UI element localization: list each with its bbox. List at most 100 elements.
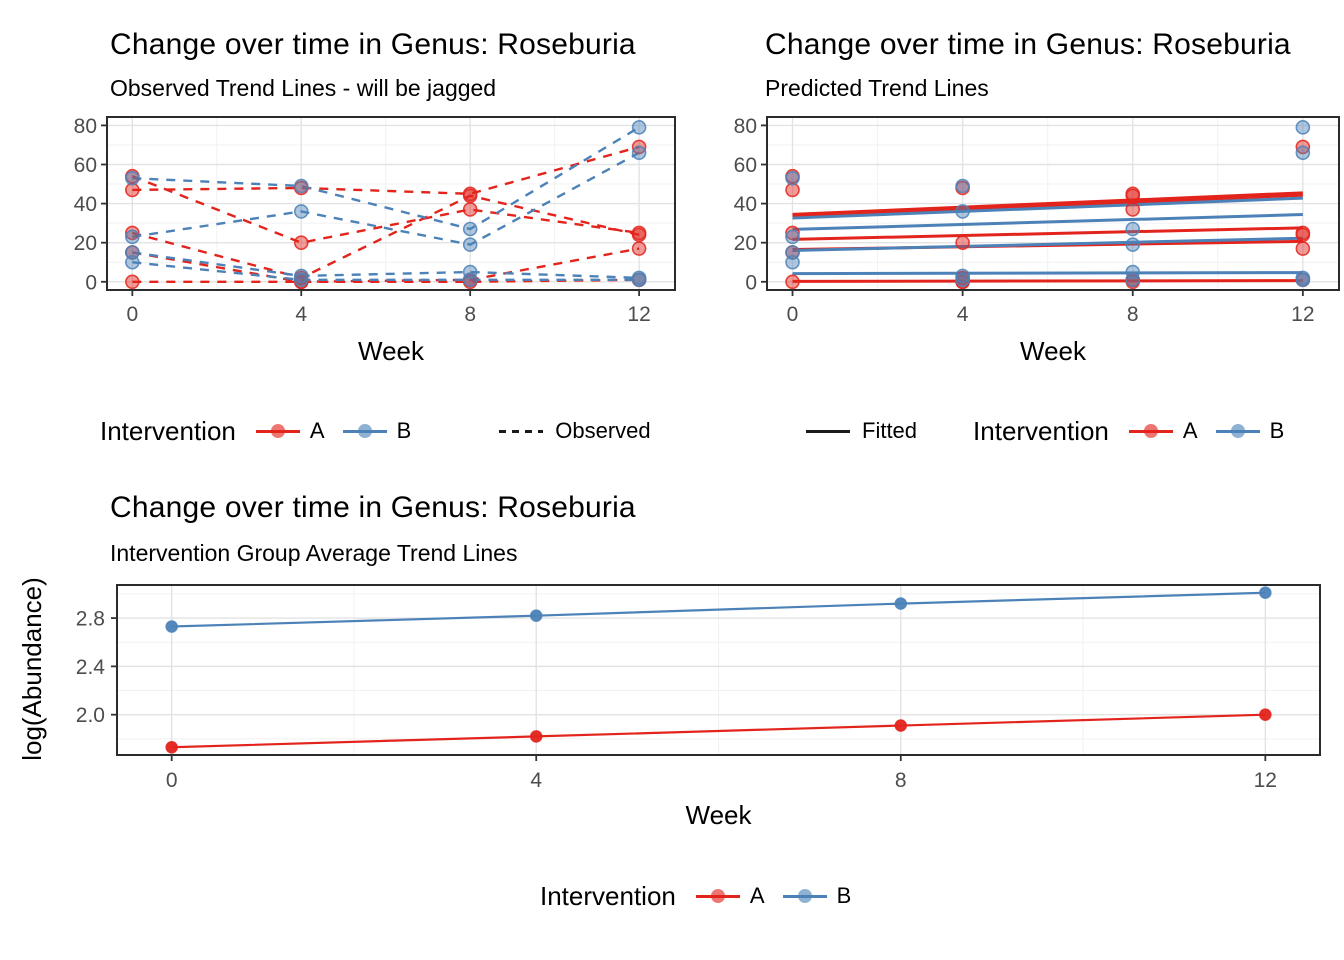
x-tick-label: 0	[126, 303, 138, 326]
legend-label-a: A	[749, 883, 765, 908]
y-tick-label: 40	[74, 193, 97, 216]
y-tick-label: 60	[734, 154, 757, 177]
y-tick-label: 40	[734, 193, 757, 216]
data-point	[293, 204, 309, 219]
trend-line-A-subject-4	[132, 247, 640, 283]
legend-label-a: A	[309, 418, 325, 443]
data-point	[955, 235, 970, 250]
fitted-lines	[792, 191, 1303, 283]
fitted-line-B	[792, 236, 1303, 253]
data-point	[1295, 120, 1311, 135]
panel-border	[116, 584, 1321, 756]
predicted-trend-plot: 0 4 8 12 Week 0 20 40 60 80	[734, 115, 1340, 365]
legend-point-a-icon	[270, 424, 285, 438]
legend-point-b-icon	[1230, 424, 1245, 438]
data-point	[165, 740, 178, 754]
fitted-line-B	[792, 213, 1303, 231]
data-point	[1295, 227, 1311, 243]
trend-line-A-average	[171, 713, 1266, 749]
y-tick-label: 60	[74, 154, 97, 177]
x-tick-label: 4	[295, 303, 307, 326]
predicted-legend: Fitted Intervention A B	[802, 412, 1298, 450]
data-point	[955, 272, 970, 288]
legend-key-a	[695, 887, 740, 905]
data-point	[125, 225, 140, 241]
trend-line-A-subject-2	[131, 175, 640, 244]
x-axis-title: Week	[358, 336, 425, 365]
data-point	[293, 272, 309, 288]
legend-label-b: B	[1269, 418, 1285, 443]
predicted-chart-subtitle: Predicted Trend Lines	[765, 75, 989, 101]
data-point	[785, 254, 800, 270]
data-point	[631, 145, 647, 161]
data-point	[631, 241, 647, 256]
data-point	[529, 730, 543, 743]
data-point	[785, 225, 800, 241]
y-tick-label: 20	[734, 232, 757, 255]
trend-line-B-subject-1	[132, 126, 640, 231]
legend-label-a: A	[1182, 418, 1198, 443]
data-points	[785, 120, 1311, 290]
data-point	[293, 178, 309, 194]
x-axis-title: Week	[1020, 336, 1087, 365]
legend-title: Intervention	[973, 415, 1109, 446]
data-point	[785, 229, 800, 245]
average-chart-subtitle: Intervention Group Average Trend Lines	[110, 540, 518, 566]
data-point	[462, 237, 478, 252]
fitted-line-B	[792, 271, 1303, 276]
legend-key-b	[342, 422, 387, 440]
data-point	[462, 221, 478, 237]
legend-key-b	[1215, 422, 1260, 440]
data-point	[1295, 145, 1311, 161]
legend-title: Intervention	[540, 880, 676, 911]
observed-chart-subtitle: Observed Trend Lines - will be jagged	[110, 75, 497, 101]
data-point	[1125, 221, 1141, 237]
data-point	[785, 170, 800, 186]
data-point	[165, 620, 178, 633]
data-point	[631, 120, 647, 135]
predicted-chart-title: Change over time in Genus: Roseburia	[765, 28, 1291, 61]
data-point	[1125, 188, 1141, 204]
legend-key-a	[1128, 422, 1173, 440]
solid-line-icon	[806, 429, 850, 433]
fitted-line-B	[792, 196, 1303, 220]
legend-title: Intervention	[100, 415, 236, 446]
y-tick-label: 2.8	[76, 608, 105, 631]
x-tick-label: 8	[895, 769, 907, 792]
trend-line-B-subject-3	[132, 251, 640, 280]
data-point	[125, 274, 140, 290]
y-tick-label: 0	[85, 271, 97, 294]
data-point	[1295, 241, 1311, 256]
data-point	[631, 272, 647, 288]
fitted-line-A	[792, 226, 1303, 241]
trend-line-B-subject-2	[132, 151, 640, 246]
data-points	[165, 586, 1272, 754]
data-point	[125, 254, 140, 270]
data-point	[1125, 237, 1141, 252]
fitted-line-A	[792, 193, 1303, 218]
y-axis: 2.0 2.4 2.8	[76, 608, 117, 727]
fitted-line-A	[792, 191, 1303, 216]
data-point	[293, 268, 309, 284]
x-axis-title: Week	[686, 800, 753, 830]
gridlines	[107, 117, 675, 290]
data-point	[125, 170, 140, 186]
data-point	[529, 609, 543, 622]
y-axis: 0 20 40 60 80	[734, 115, 767, 294]
average-trend-plot: 0 4 8 12 Week 2.0 2.4 2.8	[76, 584, 1321, 830]
legend-label-fitted: Fitted	[862, 418, 918, 443]
legend-label-observed: Observed	[555, 418, 651, 443]
data-point	[462, 264, 478, 280]
data-point	[1125, 202, 1141, 217]
observed-trend-plot: 0 4 8 12 Week 0 20 40 60 80	[74, 115, 676, 365]
data-point	[955, 268, 970, 284]
data-point	[1259, 586, 1272, 600]
data-point	[462, 188, 478, 204]
y-tick-label: 80	[734, 115, 757, 138]
legend-point-b-icon	[797, 889, 812, 903]
trend-lines	[131, 126, 640, 283]
legend-label-b: B	[836, 883, 852, 908]
x-axis: 0 4 8 12 Week	[126, 290, 651, 365]
data-point	[462, 272, 478, 288]
